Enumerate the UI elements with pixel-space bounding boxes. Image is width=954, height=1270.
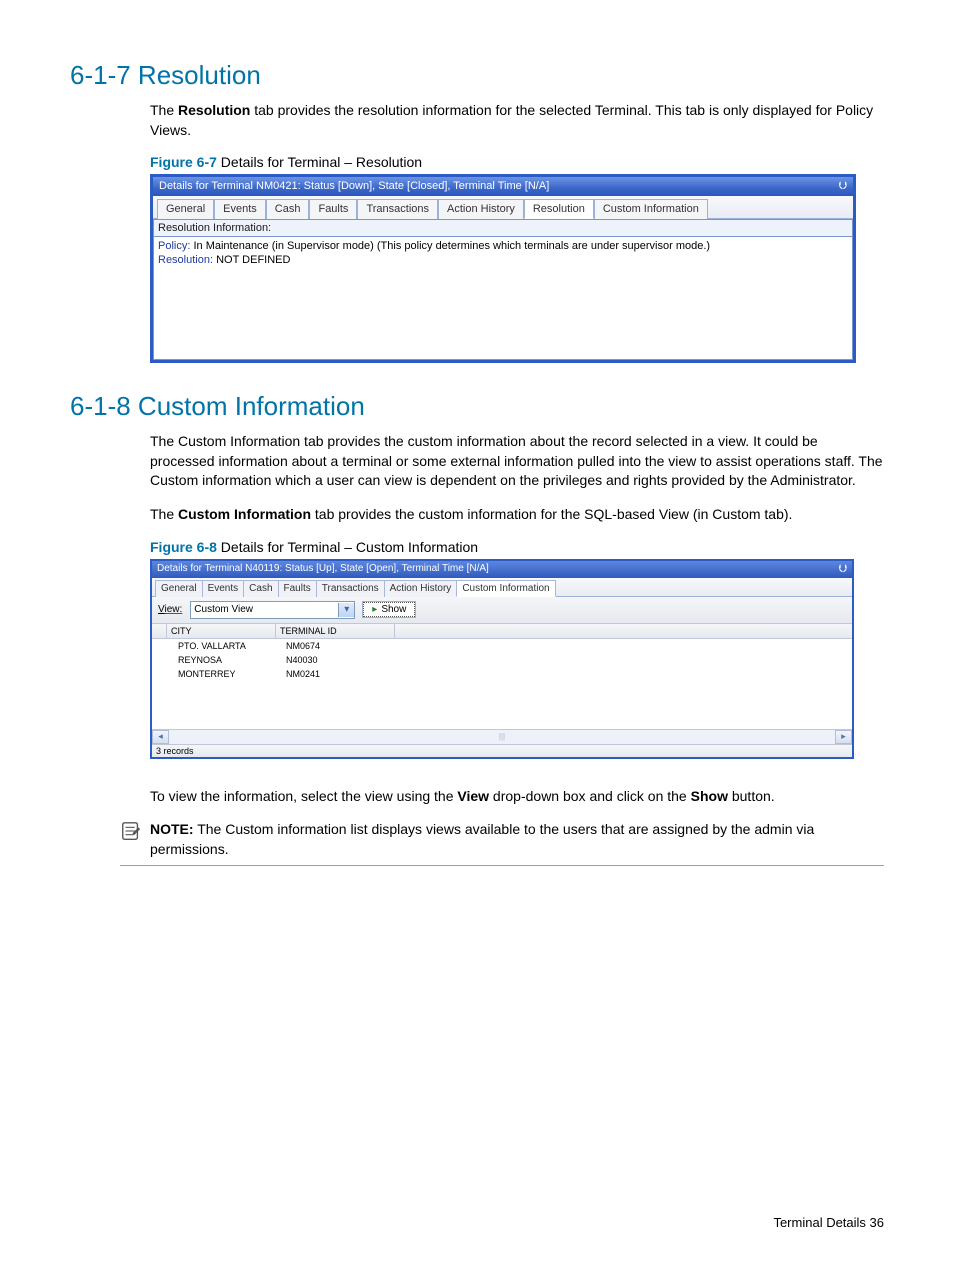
tab-general[interactable]: General	[155, 580, 203, 597]
tab-events[interactable]: Events	[214, 199, 266, 219]
tab-action-history[interactable]: Action History	[438, 199, 524, 219]
resolution-label: Resolution:	[158, 254, 213, 266]
section-heading-resolution: 6-1-7 Resolution	[70, 60, 884, 91]
tab-strip: GeneralEventsCashFaultsTransactionsActio…	[152, 578, 852, 597]
note-label: NOTE:	[150, 821, 194, 837]
tab-transactions[interactable]: Transactions	[316, 580, 385, 597]
custom-info-para1: The Custom Information tab provides the …	[150, 432, 884, 491]
status-bar: 3 records	[152, 744, 852, 757]
panel-title: Details for Terminal NM0421: Status [Dow…	[159, 180, 549, 193]
tab-strip: GeneralEventsCashFaultsTransactionsActio…	[153, 196, 853, 219]
cell-terminal-id: N40030	[282, 654, 400, 666]
row-handle	[152, 640, 174, 652]
tab-custom-information[interactable]: Custom Information	[594, 199, 708, 219]
cell-terminal-id: NM0674	[282, 640, 400, 652]
tab-faults[interactable]: Faults	[278, 580, 317, 597]
row-handle	[152, 654, 174, 666]
text: tab provides the custom information for …	[311, 506, 792, 522]
tab-transactions[interactable]: Transactions	[357, 199, 438, 219]
grid-header: CITY TERMINAL ID	[152, 624, 852, 639]
tab-resolution[interactable]: Resolution	[524, 199, 594, 219]
table-row[interactable]: PTO. VALLARTANM0674	[152, 639, 852, 653]
bold-custom-info: Custom Information	[178, 506, 311, 522]
panel-title: Details for Terminal N40119: Status [Up]…	[157, 563, 489, 576]
figure-caption-6-7: Figure 6-7 Details for Terminal – Resolu…	[150, 154, 884, 170]
figure-6-7-screenshot: Details for Terminal NM0421: Status [Dow…	[150, 174, 884, 363]
grid-corner	[152, 624, 167, 638]
resolution-content: Policy: In Maintenance (in Supervisor mo…	[153, 237, 853, 360]
view-dropdown-value: Custom View	[194, 604, 253, 615]
policy-value: In Maintenance (in Supervisor mode) (Thi…	[190, 240, 710, 252]
horizontal-scrollbar[interactable]: ◂ ||| ▸	[152, 729, 852, 744]
bold-view: View	[457, 788, 489, 804]
table-row[interactable]: MONTERREYNM0241	[152, 667, 852, 681]
tab-faults[interactable]: Faults	[309, 199, 357, 219]
tab-cash[interactable]: Cash	[266, 199, 310, 219]
cell-terminal-id: NM0241	[282, 668, 400, 680]
view-toolbar: View: Custom View ▾ ▸ Show	[152, 597, 852, 624]
tab-events[interactable]: Events	[202, 580, 245, 597]
play-icon: ▸	[372, 604, 377, 615]
figure-caption-text: Details for Terminal – Custom Informatio…	[217, 539, 478, 555]
scroll-track[interactable]: |||	[169, 730, 835, 744]
custom-info-para2: The Custom Information tab provides the …	[150, 505, 884, 525]
bold-resolution: Resolution	[178, 102, 250, 118]
note-block: NOTE: The Custom information list displa…	[120, 820, 884, 866]
tab-cash[interactable]: Cash	[243, 580, 278, 597]
cell-city: PTO. VALLARTA	[174, 640, 282, 652]
tab-custom-information[interactable]: Custom Information	[456, 580, 555, 597]
tab-action-history[interactable]: Action History	[384, 580, 458, 597]
resolution-intro-paragraph: The Resolution tab provides the resoluti…	[150, 101, 884, 140]
chevron-down-icon[interactable]: ▾	[338, 603, 354, 617]
table-row[interactable]: REYNOSAN40030	[152, 653, 852, 667]
figure-label: Figure 6-7	[150, 154, 217, 170]
row-handle	[152, 668, 174, 680]
column-header-terminal-id[interactable]: TERMINAL ID	[276, 624, 395, 638]
text: To view the information, select the view…	[150, 788, 457, 804]
view-label: View:	[158, 604, 182, 615]
show-button-label: Show	[381, 604, 406, 615]
figure-6-8-screenshot: Details for Terminal N40119: Status [Up]…	[150, 559, 884, 759]
figure-caption-text: Details for Terminal – Resolution	[217, 154, 422, 170]
pin-icon[interactable]: ⮋	[839, 180, 847, 193]
figure-caption-6-8: Figure 6-8 Details for Terminal – Custom…	[150, 539, 884, 555]
figure-label: Figure 6-8	[150, 539, 217, 555]
scroll-left-arrow[interactable]: ◂	[152, 730, 169, 744]
tab-general[interactable]: General	[157, 199, 214, 219]
cell-city: MONTERREY	[174, 668, 282, 680]
section-heading-custom-info: 6-1-8 Custom Information	[70, 391, 884, 422]
grid-rows: PTO. VALLARTANM0674REYNOSAN40030MONTERRE…	[152, 639, 852, 681]
text: drop-down box and click on the	[489, 788, 691, 804]
resolution-value: NOT DEFINED	[213, 254, 290, 266]
text: tab provides the resolution information …	[150, 102, 873, 138]
page-footer: Terminal Details 36	[773, 1215, 884, 1230]
text: The	[150, 102, 178, 118]
cell-city: REYNOSA	[174, 654, 282, 666]
text: button.	[728, 788, 775, 804]
note-body: The Custom information list displays vie…	[150, 821, 814, 857]
show-button[interactable]: ▸ Show	[363, 602, 415, 617]
resolution-subheader: Resolution Information:	[153, 219, 853, 237]
view-instructions: To view the information, select the view…	[150, 787, 884, 807]
column-header-city[interactable]: CITY	[167, 624, 276, 638]
panel-titlebar: Details for Terminal N40119: Status [Up]…	[152, 561, 852, 578]
text: The	[150, 506, 178, 522]
scroll-right-arrow[interactable]: ▸	[835, 730, 852, 744]
note-text: NOTE: The Custom information list displa…	[150, 820, 884, 859]
note-icon	[120, 820, 142, 842]
policy-label: Policy:	[158, 240, 190, 252]
grid-empty-space	[152, 681, 852, 729]
details-panel-custom-info: Details for Terminal N40119: Status [Up]…	[150, 559, 854, 759]
details-panel-resolution: Details for Terminal NM0421: Status [Dow…	[150, 174, 856, 363]
bold-show: Show	[691, 788, 728, 804]
view-dropdown[interactable]: Custom View ▾	[190, 601, 355, 619]
panel-titlebar: Details for Terminal NM0421: Status [Dow…	[153, 177, 853, 196]
pin-icon[interactable]: ⮋	[839, 563, 847, 576]
